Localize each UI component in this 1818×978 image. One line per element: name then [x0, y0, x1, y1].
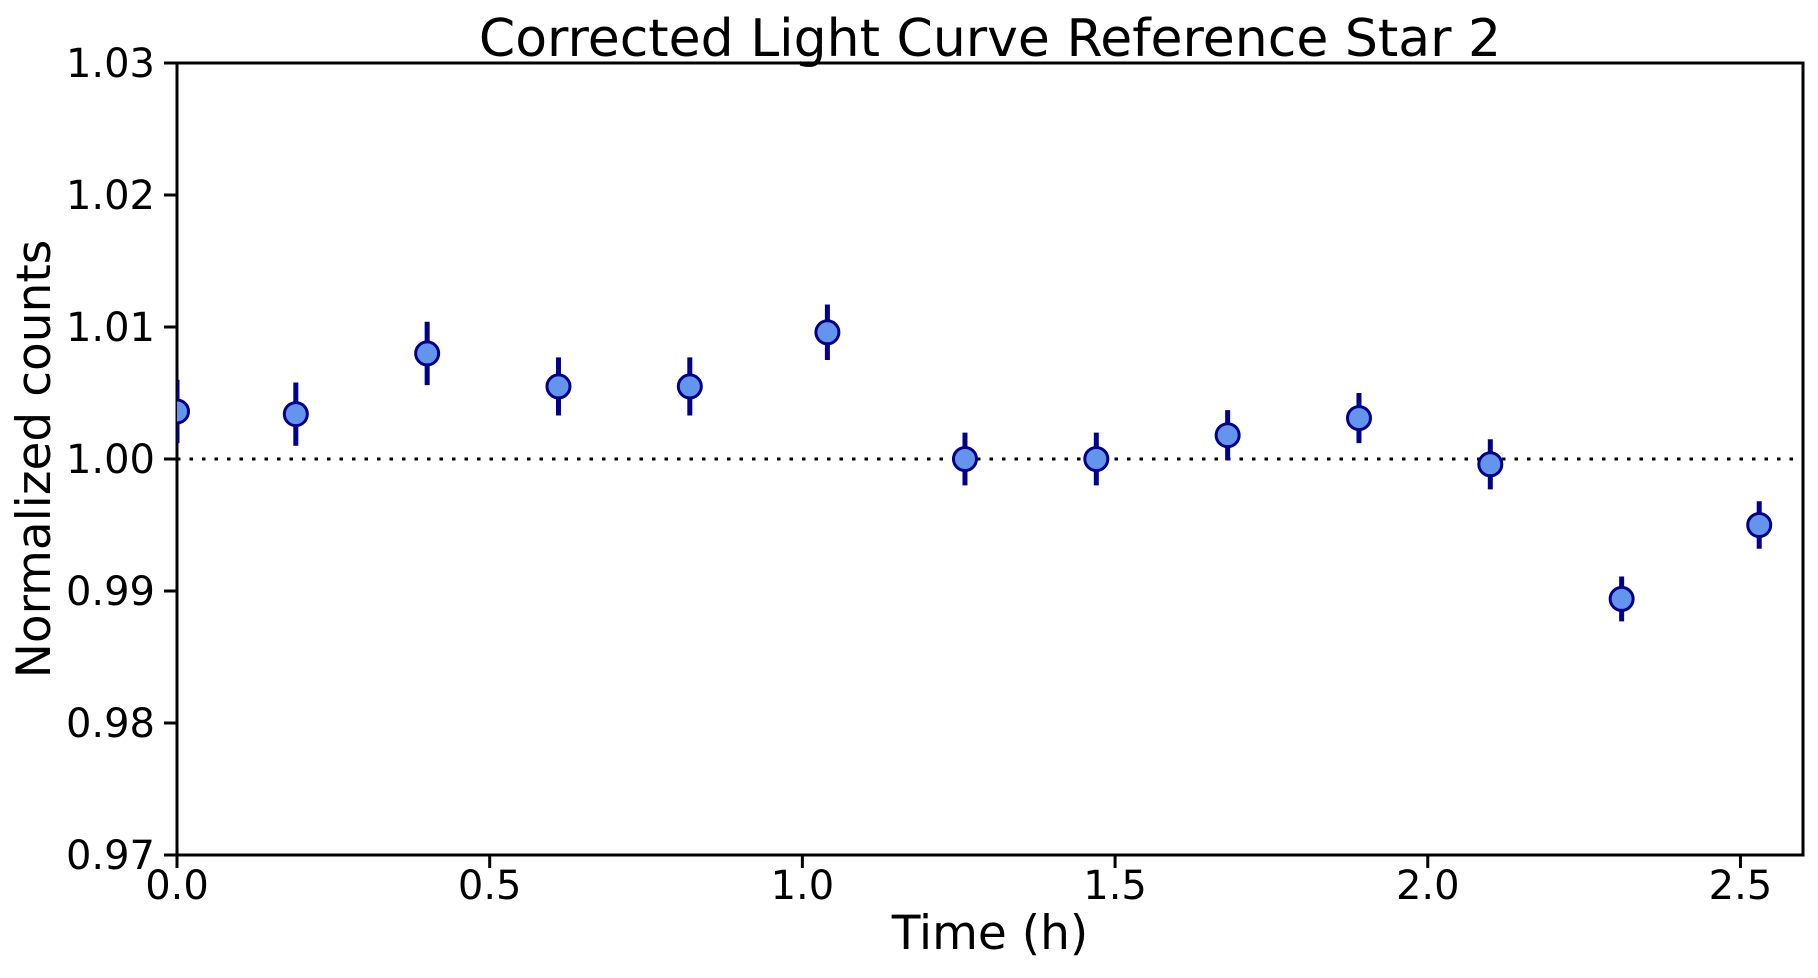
x-tick-label: 1.0 [771, 863, 835, 909]
data-point [545, 373, 572, 400]
y-tick-label: 0.99 [66, 569, 155, 615]
x-tick-label: 0.0 [145, 863, 209, 909]
plot-area [177, 304, 1803, 622]
y-tick-label: 1.01 [66, 305, 155, 351]
y-tick-label: 1.00 [66, 437, 155, 483]
x-tick-label: 1.5 [1083, 863, 1147, 909]
data-point [1608, 585, 1635, 612]
data-points [177, 319, 1773, 612]
data-point [676, 373, 703, 400]
y-tick-label: 0.97 [66, 833, 155, 879]
data-point [814, 319, 841, 346]
data-point [1083, 446, 1110, 472]
y-tick-label: 1.02 [66, 173, 155, 219]
x-tick-label: 0.5 [458, 863, 522, 909]
y-tick-label: 1.03 [66, 41, 155, 87]
data-point [1746, 512, 1773, 538]
data-point [282, 401, 309, 428]
y-axis-ticks: 0.97 0.98 0.99 1.00 1.01 1.02 1.03 [66, 41, 177, 879]
x-tick-label: 2.0 [1396, 863, 1460, 909]
data-point [414, 340, 441, 367]
x-axis-label: Time (h) [891, 906, 1089, 961]
x-tick-label: 2.5 [1709, 863, 1773, 909]
data-point [1345, 405, 1372, 432]
y-tick-label: 0.98 [66, 701, 155, 747]
data-point [951, 446, 978, 472]
chart-title: Corrected Light Curve Reference Star 2 [478, 9, 1502, 69]
x-axis-ticks: 0.0 0.5 1.0 1.5 2.0 2.5 [145, 855, 1772, 909]
data-point [1214, 422, 1241, 449]
data-point [1477, 451, 1504, 478]
data-point [177, 398, 190, 425]
